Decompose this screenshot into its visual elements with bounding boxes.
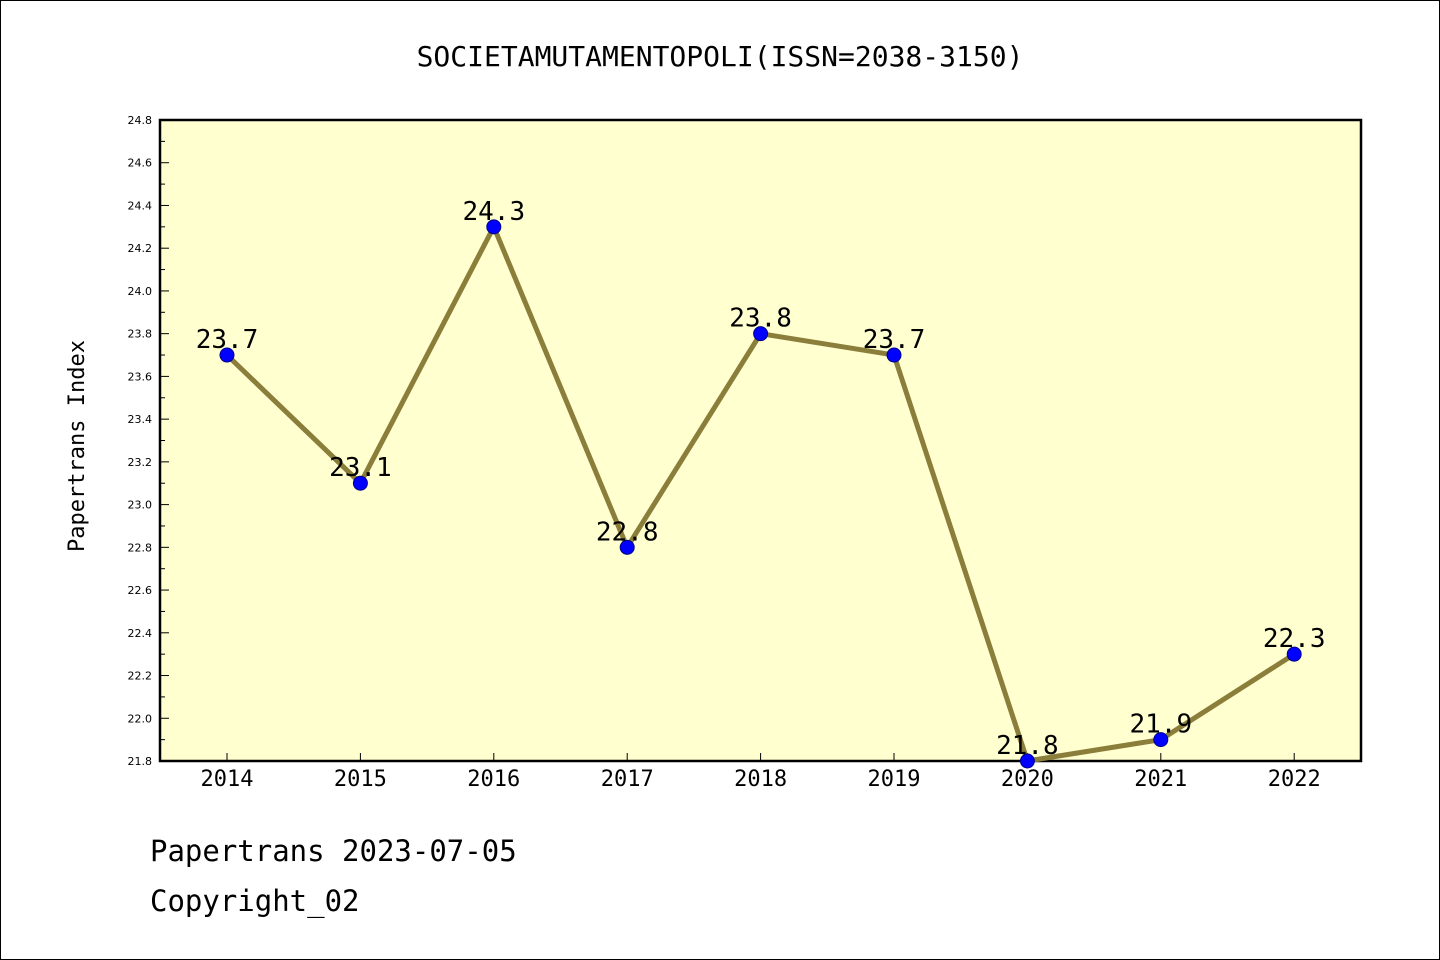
x-tick-label: 2020: [1001, 767, 1054, 792]
plot-area: [158, 118, 1363, 763]
data-label: 23.7: [196, 325, 259, 355]
data-label: 23.7: [863, 325, 926, 355]
x-tick-label: 2016: [467, 767, 520, 792]
x-tick-label: 2015: [334, 767, 387, 792]
y-tick-label: 22.0: [128, 712, 153, 725]
data-point: [1019, 753, 1035, 769]
x-tick-label: 2017: [601, 767, 654, 792]
data-label: 23.1: [329, 453, 392, 483]
data-point: [619, 539, 635, 555]
footer-credit: Papertrans 2023-07-05: [150, 834, 517, 868]
y-tick-label: 23.4: [128, 413, 153, 426]
y-tick-label: 21.8: [128, 755, 153, 768]
data-label: 21.9: [1129, 710, 1192, 740]
data-label: 22.8: [596, 517, 659, 547]
y-tick-label: 22.2: [128, 670, 153, 683]
x-axis: 2014 2015 2016 2017 2018 2019 2020 2021 2022: [201, 753, 1321, 792]
y-tick-label: 24.2: [128, 242, 153, 255]
x-tick-label: 2018: [734, 767, 787, 792]
footer-copyright: Copyright_02: [150, 884, 360, 918]
x-tick-label: 2022: [1268, 767, 1321, 792]
chart-title: SOCIETAMUTAMENTOPOLI(ISSN=2038-3150): [417, 40, 1024, 73]
data-point: [1153, 732, 1169, 748]
y-axis: 21.8 22.0 22.2 22.4 22.6 22.8 23.0 23.2 23.4 23.6…: [128, 114, 169, 768]
data-point: [352, 475, 368, 491]
y-tick-label: 22.4: [128, 627, 153, 640]
data-point: [486, 219, 502, 235]
y-tick-label: 24.0: [128, 285, 153, 298]
data-label: 23.8: [729, 304, 792, 334]
data-label: 24.3: [462, 197, 525, 227]
data-point: [1286, 646, 1302, 662]
data-point: [219, 347, 235, 363]
y-axis-label: Papertrans Index: [65, 340, 90, 552]
x-tick-label: 2014: [201, 767, 254, 792]
y-tick-label: 23.6: [128, 370, 153, 383]
x-tick-label: 2019: [868, 767, 921, 792]
data-point: [753, 326, 769, 342]
y-tick-label: 22.6: [128, 584, 153, 597]
data-label: 22.3: [1263, 624, 1326, 654]
data-labels: 23.7 23.1 24.3 22.8 23.8 23.7 21.8 21.9 22.3: [196, 197, 1326, 761]
y-tick-label: 23.0: [128, 499, 153, 512]
y-tick-label: 24.4: [128, 199, 153, 212]
y-tick-label: 22.8: [128, 541, 153, 554]
data-points: [219, 219, 1302, 769]
y-tick-label: 23.2: [128, 456, 153, 469]
x-tick-label: 2021: [1134, 767, 1187, 792]
data-point: [886, 347, 902, 363]
data-label: 21.8: [996, 731, 1059, 761]
y-tick-label: 23.8: [128, 328, 153, 341]
y-tick-label: 24.8: [128, 114, 153, 127]
y-tick-label: 24.6: [128, 157, 153, 170]
